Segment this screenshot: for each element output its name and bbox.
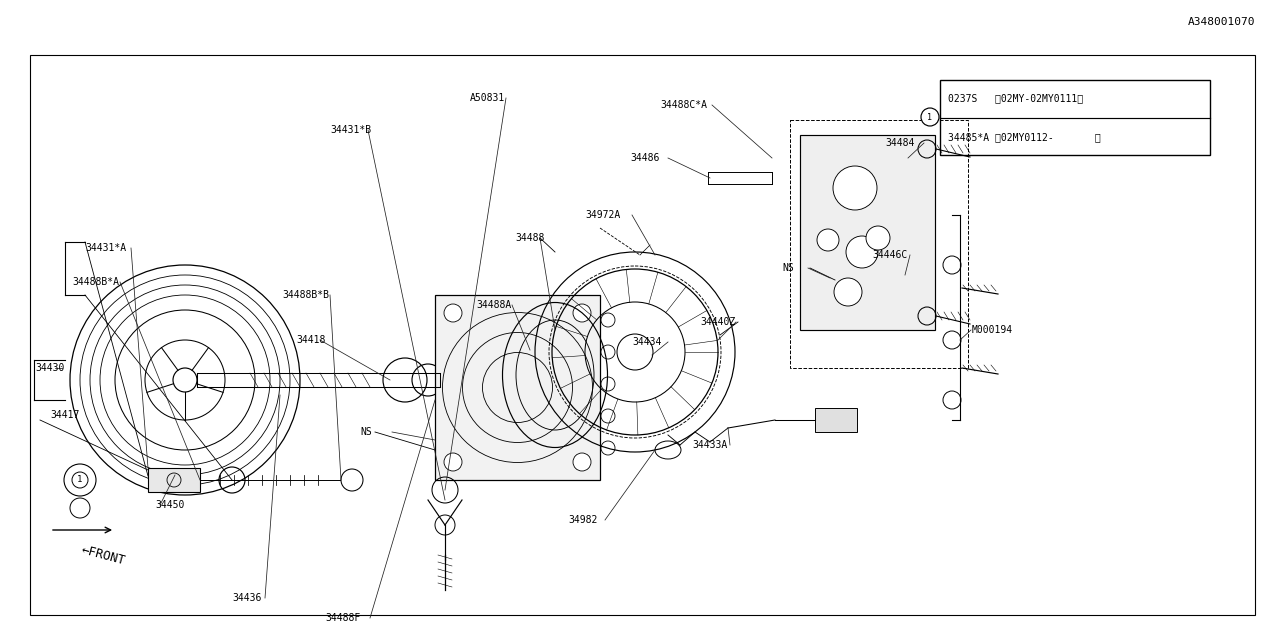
Text: 34417: 34417 xyxy=(50,410,79,420)
Circle shape xyxy=(602,377,614,391)
Text: A50831: A50831 xyxy=(470,93,506,103)
Circle shape xyxy=(867,226,890,250)
Text: 34418: 34418 xyxy=(296,335,325,345)
Bar xyxy=(815,408,858,432)
Text: M000194: M000194 xyxy=(972,325,1014,335)
Text: 34436: 34436 xyxy=(232,593,261,603)
Circle shape xyxy=(846,236,878,268)
Text: 34972A: 34972A xyxy=(585,210,621,220)
Text: 34488A: 34488A xyxy=(476,300,511,310)
Circle shape xyxy=(444,304,462,322)
Bar xyxy=(435,295,600,480)
Text: 34430: 34430 xyxy=(35,363,64,373)
Bar xyxy=(800,135,934,330)
Circle shape xyxy=(573,304,591,322)
Text: 34434: 34434 xyxy=(632,337,662,347)
Circle shape xyxy=(444,453,462,471)
Circle shape xyxy=(602,345,614,359)
Bar xyxy=(148,468,200,492)
Bar xyxy=(940,80,1210,155)
Circle shape xyxy=(602,313,614,327)
Circle shape xyxy=(835,278,861,306)
Circle shape xyxy=(602,441,614,455)
Text: 34488F: 34488F xyxy=(325,613,360,623)
Text: 34450: 34450 xyxy=(155,500,184,510)
Text: 34431*B: 34431*B xyxy=(330,125,371,135)
Text: 34488C*A: 34488C*A xyxy=(660,100,707,110)
Text: 34488B*A: 34488B*A xyxy=(72,277,119,287)
Text: 34440Z: 34440Z xyxy=(700,317,735,327)
Circle shape xyxy=(602,409,614,423)
Text: NS: NS xyxy=(360,427,371,437)
Text: ←FRONT: ←FRONT xyxy=(79,543,127,567)
Text: 34488B*B: 34488B*B xyxy=(282,290,329,300)
Text: 1: 1 xyxy=(77,476,83,484)
Text: 0237S   〆02MY-02MY0111〉: 0237S 〆02MY-02MY0111〉 xyxy=(948,93,1083,103)
Text: 34485*A 〆02MY0112-       〉: 34485*A 〆02MY0112- 〉 xyxy=(948,132,1101,142)
Text: NS: NS xyxy=(782,263,794,273)
Text: 34488: 34488 xyxy=(515,233,544,243)
Text: 34982: 34982 xyxy=(568,515,598,525)
Text: 34433A: 34433A xyxy=(692,440,727,450)
Text: 34484: 34484 xyxy=(884,138,914,148)
Text: 34486: 34486 xyxy=(630,153,659,163)
Circle shape xyxy=(817,229,838,251)
Text: 34431*A: 34431*A xyxy=(84,243,127,253)
Circle shape xyxy=(922,108,940,126)
Circle shape xyxy=(573,453,591,471)
Text: 34446C: 34446C xyxy=(872,250,908,260)
Bar xyxy=(790,120,968,368)
Bar xyxy=(29,55,1254,615)
Text: A348001070: A348001070 xyxy=(1188,17,1254,27)
Text: 1: 1 xyxy=(928,113,933,122)
Circle shape xyxy=(833,166,877,210)
